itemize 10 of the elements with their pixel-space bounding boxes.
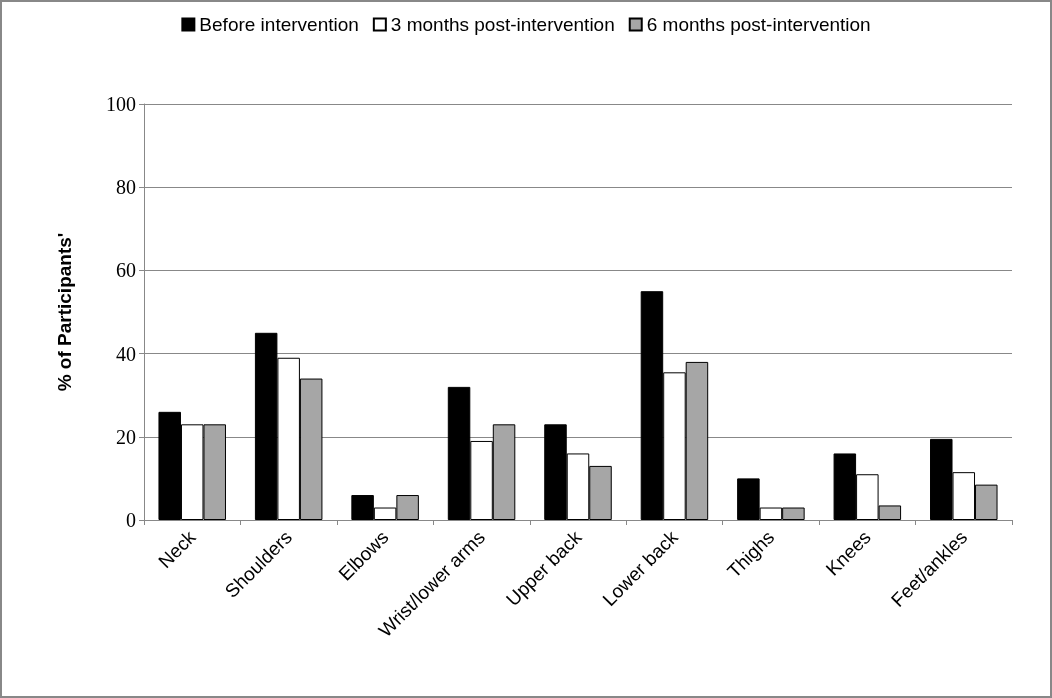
y-tick-label: 100 [106, 93, 136, 115]
y-tick-label: 60 [116, 259, 136, 282]
y-tick-label: 40 [116, 342, 136, 365]
y-tick-label: 20 [116, 425, 136, 448]
y-tick-label: 0 [126, 509, 136, 531]
legend-label: 6 months post-intervention [646, 14, 871, 35]
legend-label: 3 months post-intervention [390, 14, 615, 35]
legend-label: Before intervention [199, 14, 359, 35]
y-axis-title: % of Participants' [54, 232, 75, 392]
y-tick-label: 80 [116, 176, 136, 199]
